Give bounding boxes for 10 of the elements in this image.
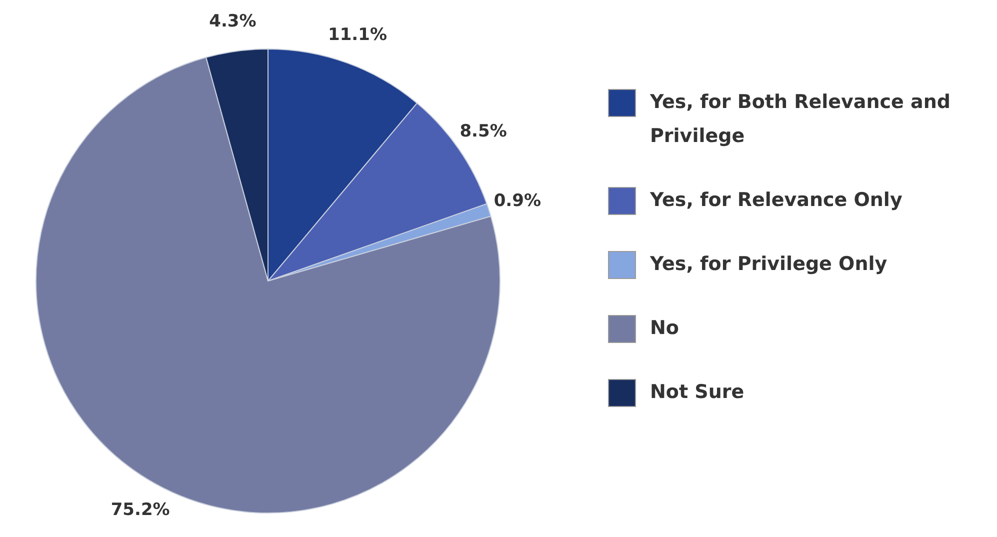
data-label: 4.3%	[209, 11, 256, 32]
data-label: 11.1%	[328, 24, 388, 45]
legend-label: Yes, for Both Relevance and Privilege	[650, 90, 952, 148]
data-label: 0.9%	[494, 190, 542, 211]
data-label: 75.2%	[110, 500, 170, 520]
legend-label: Yes, for Relevance Only	[650, 188, 902, 212]
data-label: 8.5%	[460, 122, 507, 142]
legend-label: No	[650, 316, 679, 340]
legend-label: Not Sure	[650, 380, 744, 404]
legend-label: Yes, for Privilege Only	[650, 252, 888, 276]
